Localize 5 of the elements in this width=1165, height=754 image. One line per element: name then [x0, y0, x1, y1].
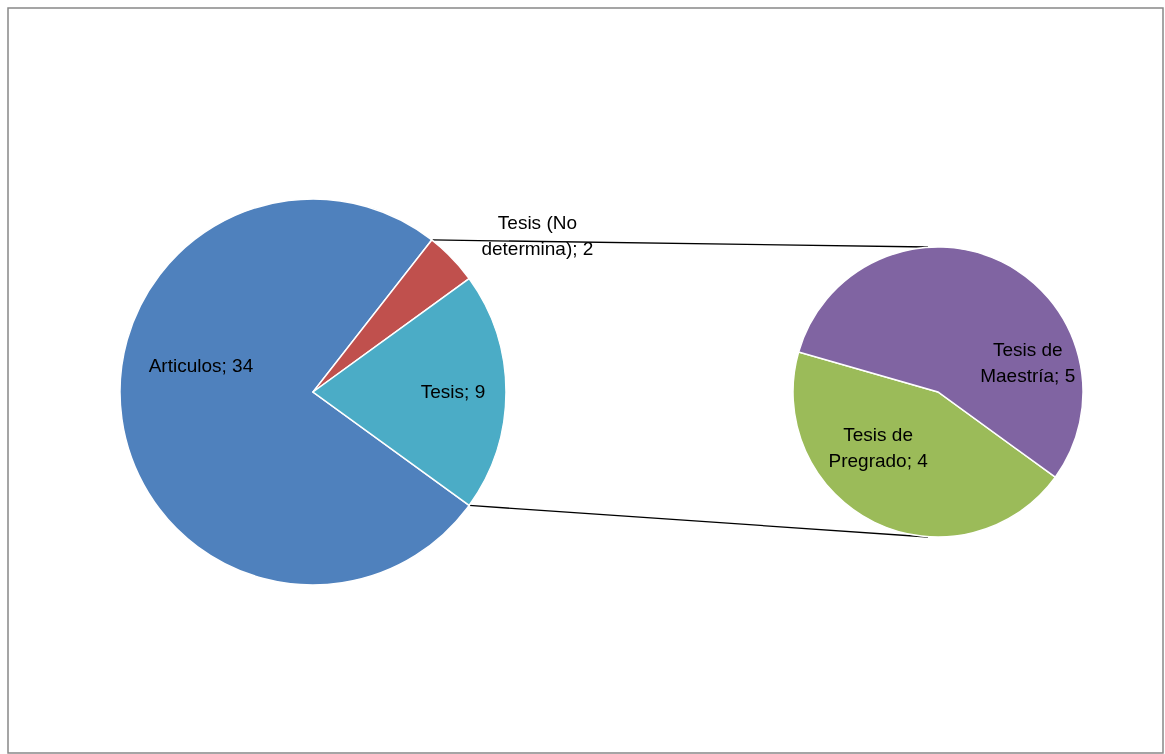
- slice-label: Articulos; 34: [148, 355, 254, 377]
- slice-label: Tesis (No determina); 2: [481, 211, 594, 259]
- slice-label: Tesis de Pregrado; 4: [828, 424, 929, 472]
- slice-label: Tesis; 9: [420, 381, 486, 402]
- slice-label: Tesis de Maestría; 5: [980, 339, 1076, 387]
